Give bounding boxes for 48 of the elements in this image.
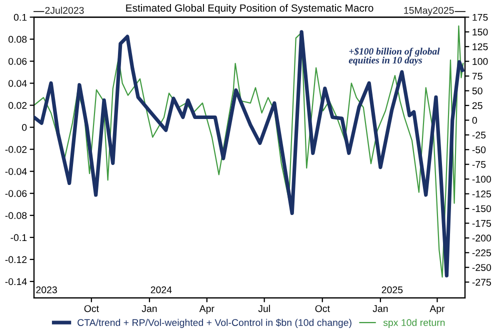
y2-tick-label: -125 xyxy=(472,190,491,198)
y2-tick-label: -25 xyxy=(472,132,486,139)
y-tick-label: 0.06 xyxy=(8,58,27,65)
y-tick-label: 0.02 xyxy=(8,102,27,109)
x-tick-label: Apr xyxy=(199,305,214,314)
annotation: 2025 xyxy=(382,286,403,294)
y2-tick-label: 125 xyxy=(472,43,488,50)
y-tick-label: 0.08 xyxy=(8,36,27,43)
y2-tick-label: -100 xyxy=(472,176,492,183)
y2-tick-label: -50 xyxy=(472,146,486,154)
y2-tick-label: -225 xyxy=(472,249,491,256)
x-tick-label: Jan xyxy=(372,305,388,312)
x-tick-label: Oct xyxy=(315,305,330,312)
y2-tick-label: -250 xyxy=(472,264,492,271)
y-tick-label: -0.02 xyxy=(5,146,27,153)
y-tick-label: 0.04 xyxy=(8,80,27,87)
y2-tick-label: 0 xyxy=(472,116,477,124)
y-tick-label: -0.14 xyxy=(5,278,27,286)
y2-tick-label: 150 xyxy=(472,28,488,36)
y-tick-label: -0.1 xyxy=(10,234,27,242)
chart-title: Estimated Global Equity Position of Systematic Macro xyxy=(126,4,374,14)
y2-tick-label: 100 xyxy=(472,58,488,65)
y2-tick-label: 25 xyxy=(472,102,482,110)
y2-tick-label: -75 xyxy=(472,161,486,168)
annotation: +$100 billion of global equities in 10 days xyxy=(348,48,440,66)
y-tick-label: 0 xyxy=(22,124,27,131)
text: 2Jul2023 xyxy=(45,6,84,14)
y-tick-label: -0.12 xyxy=(5,256,27,264)
x-tick-label: Jul xyxy=(258,304,270,312)
x-tick-label: Jan xyxy=(142,305,157,312)
legend-label: spx 10d return xyxy=(383,318,445,328)
y2-tick-label: 175 xyxy=(472,14,488,21)
y2-tick-label: -200 xyxy=(472,234,492,242)
legend-label: CTA/trend + RP/Vol-weighted + Vol-Control in $bn (10d change) xyxy=(78,318,352,328)
y-tick-label: -0.08 xyxy=(5,212,27,220)
y2-tick-label: 50 xyxy=(472,87,482,94)
y-tick-label: -0.04 xyxy=(5,168,27,175)
x-tick-label: Apr xyxy=(430,305,445,314)
y2-tick-label: -275 xyxy=(472,278,491,286)
x-tick-label: Oct xyxy=(84,305,99,312)
annotation: 2024 xyxy=(150,286,172,294)
y2-tick-label: -175 xyxy=(472,220,491,227)
annotation: 2023 xyxy=(36,286,57,294)
y-tick-label: -0.06 xyxy=(5,190,27,197)
y-tick-label: 0.1 xyxy=(14,14,27,21)
text: 15May2025 xyxy=(404,6,454,16)
y2-tick-label: 75 xyxy=(472,72,482,80)
y2-tick-label: -150 xyxy=(472,205,492,212)
